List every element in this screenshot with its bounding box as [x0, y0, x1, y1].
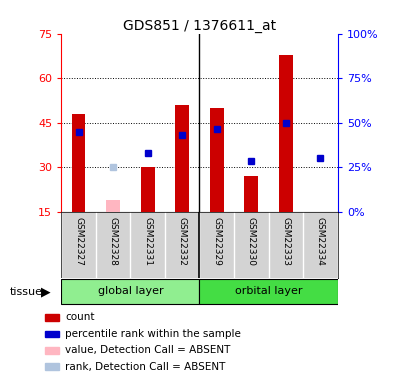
Title: GDS851 / 1376611_at: GDS851 / 1376611_at	[123, 19, 276, 33]
Text: GSM22334: GSM22334	[316, 217, 325, 266]
FancyBboxPatch shape	[61, 279, 199, 304]
Text: GSM22331: GSM22331	[143, 217, 152, 266]
FancyBboxPatch shape	[199, 279, 338, 304]
Bar	[45, 347, 59, 354]
Bar	[106, 200, 120, 212]
Text: GSM22329: GSM22329	[212, 217, 221, 266]
Text: GSM22333: GSM22333	[281, 217, 290, 266]
Bar	[279, 54, 293, 212]
Text: orbital layer: orbital layer	[235, 286, 302, 296]
Text: GSM22330: GSM22330	[247, 217, 256, 266]
Bar	[175, 105, 189, 212]
Text: global layer: global layer	[98, 286, 163, 296]
Text: percentile rank within the sample: percentile rank within the sample	[65, 329, 241, 339]
Text: value, Detection Call = ABSENT: value, Detection Call = ABSENT	[65, 345, 231, 355]
Text: GSM22328: GSM22328	[109, 217, 118, 266]
Bar	[45, 314, 59, 321]
Bar	[141, 167, 154, 212]
Bar	[45, 363, 59, 370]
Bar	[71, 114, 85, 212]
Text: GSM22327: GSM22327	[74, 217, 83, 266]
Text: count: count	[65, 312, 95, 322]
Text: rank, Detection Call = ABSENT: rank, Detection Call = ABSENT	[65, 362, 226, 372]
Bar	[245, 176, 258, 212]
Bar	[210, 108, 224, 212]
Text: ▶: ▶	[41, 285, 50, 298]
Bar	[45, 331, 59, 337]
Text: tissue: tissue	[10, 286, 43, 297]
Text: GSM22332: GSM22332	[178, 217, 187, 266]
